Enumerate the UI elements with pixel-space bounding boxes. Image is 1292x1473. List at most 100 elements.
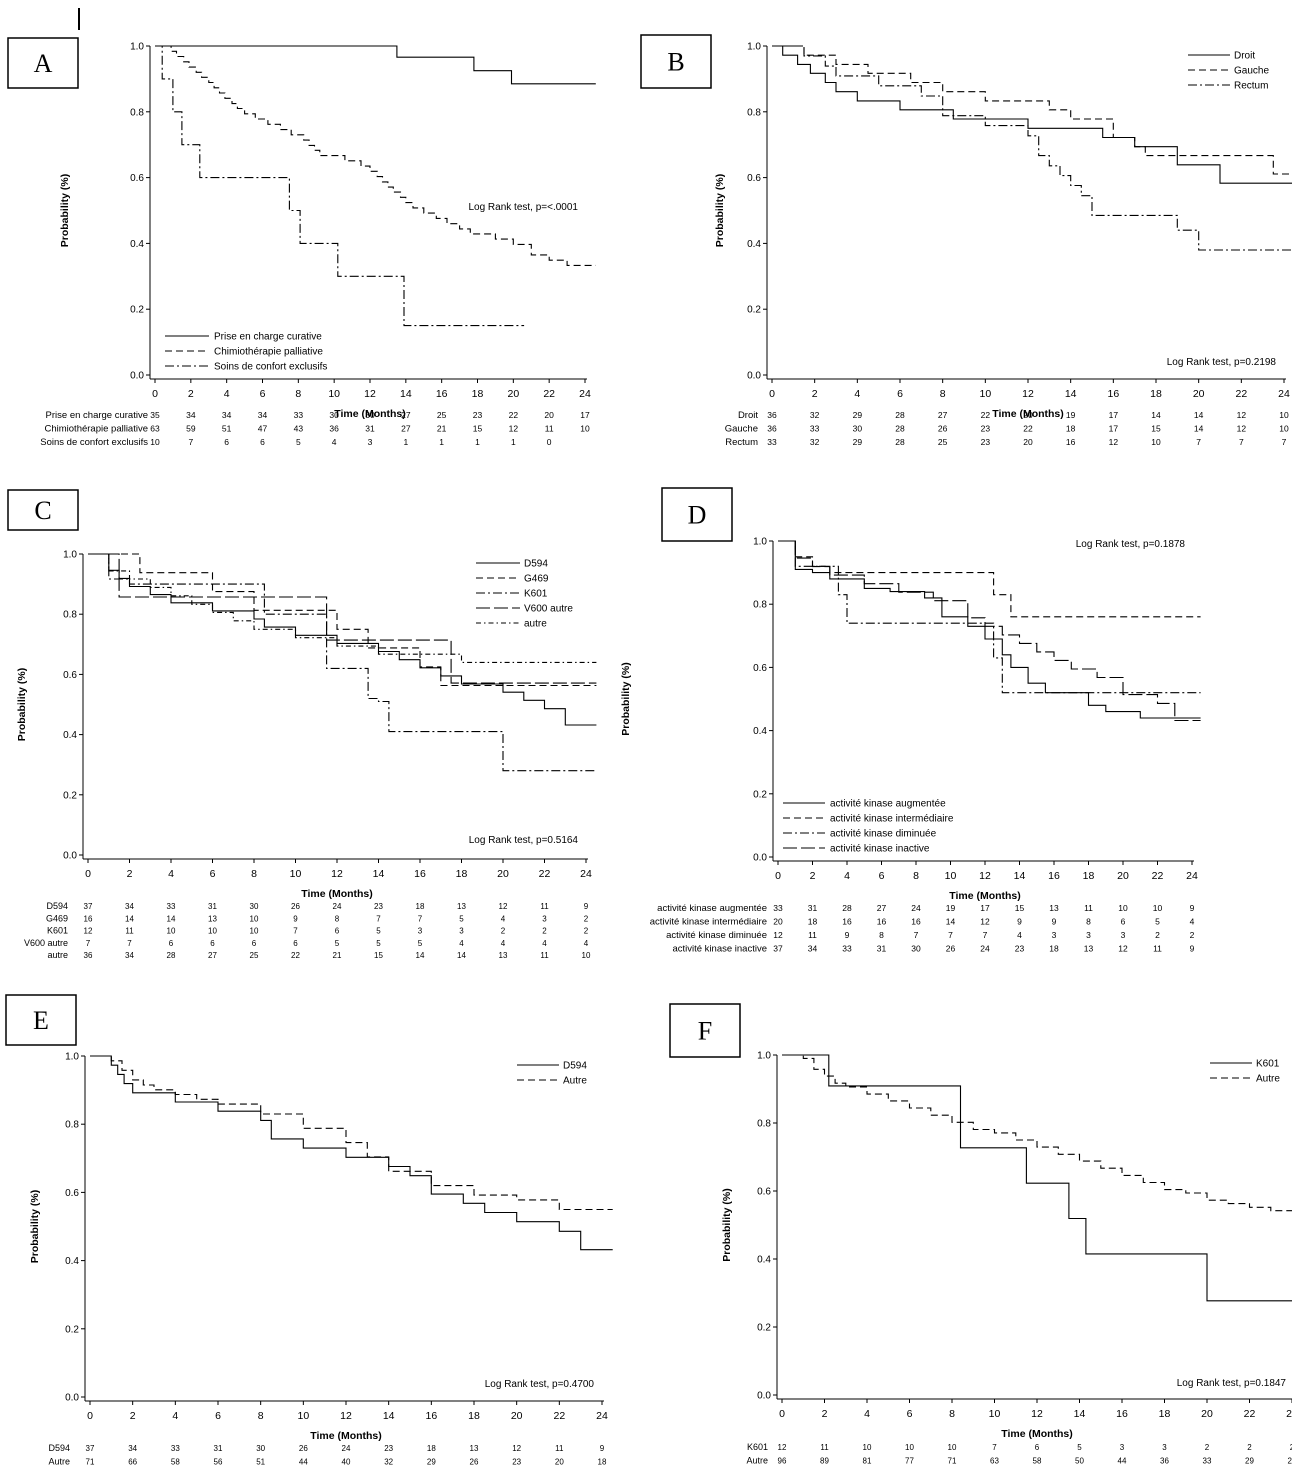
risk-count: 23 bbox=[981, 424, 991, 434]
risk-count: 71 bbox=[86, 1458, 95, 1467]
risk-count: 30 bbox=[329, 410, 339, 420]
x-tick-label: 14 bbox=[383, 1410, 395, 1422]
y-tick-label: 0.8 bbox=[747, 107, 761, 118]
risk-count: 20 bbox=[555, 1458, 564, 1467]
risk-count: 17 bbox=[980, 903, 990, 913]
risk-count: 22 bbox=[509, 410, 519, 420]
y-tick-label: 0.6 bbox=[65, 1188, 79, 1199]
risk-row-label: D594 bbox=[48, 1443, 70, 1453]
x-tick-label: 20 bbox=[507, 388, 519, 400]
risk-count: 37 bbox=[86, 1444, 95, 1453]
x-tick-label: 18 bbox=[472, 388, 484, 400]
risk-count: 63 bbox=[990, 1457, 999, 1466]
legend-label: K601 bbox=[524, 589, 548, 600]
x-tick-label: 12 bbox=[364, 388, 376, 400]
x-tick-label: 18 bbox=[1150, 388, 1162, 400]
risk-count: 10 bbox=[1151, 437, 1161, 447]
risk-count: 31 bbox=[877, 944, 887, 954]
legend-label: activité kinase diminuée bbox=[830, 829, 937, 840]
risk-count: 3 bbox=[1086, 930, 1091, 940]
risk-count: 29 bbox=[853, 410, 863, 420]
x-tick-label: 14 bbox=[400, 388, 412, 400]
legend-label: Autre bbox=[563, 1076, 587, 1087]
risk-count: 3 bbox=[542, 914, 547, 923]
risk-count: 18 bbox=[598, 1458, 607, 1467]
y-tick-label: 0.6 bbox=[753, 663, 767, 674]
risk-count: 6 bbox=[1035, 1443, 1040, 1452]
risk-count: 11 bbox=[545, 424, 554, 434]
x-tick-label: 24 bbox=[579, 388, 591, 400]
risk-count: 6 bbox=[210, 939, 215, 948]
risk-count: 10 bbox=[905, 1443, 914, 1452]
x-axis-title: Time (Months) bbox=[949, 890, 1021, 902]
km-curve-droit bbox=[772, 45, 1292, 184]
risk-row-label: activité kinase inactive bbox=[672, 944, 767, 955]
x-tick-label: 14 bbox=[373, 868, 385, 880]
risk-count: 2 bbox=[584, 927, 589, 936]
x-tick-label: 22 bbox=[543, 388, 555, 400]
risk-count: 23 bbox=[374, 902, 383, 911]
y-tick-label: 0.2 bbox=[747, 305, 761, 316]
panel-label: F bbox=[698, 1017, 712, 1046]
legend-label: activité kinase augmentée bbox=[830, 799, 946, 810]
risk-count: 7 bbox=[1282, 437, 1287, 447]
risk-count: 11 bbox=[808, 930, 817, 940]
x-tick-label: 6 bbox=[879, 870, 885, 882]
risk-count: 3 bbox=[1120, 1443, 1125, 1452]
risk-row-label: Droit bbox=[738, 410, 758, 421]
risk-count: 10 bbox=[582, 951, 591, 960]
x-tick-label: 20 bbox=[511, 1410, 523, 1422]
risk-count: 18 bbox=[1049, 944, 1059, 954]
risk-count: 27 bbox=[877, 903, 887, 913]
risk-count: 4 bbox=[542, 939, 547, 948]
risk-count: 25 bbox=[250, 951, 259, 960]
risk-count: 12 bbox=[512, 1444, 521, 1453]
risk-count: 18 bbox=[427, 1444, 436, 1453]
x-tick-label: 22 bbox=[1152, 870, 1164, 882]
panel-label: E bbox=[33, 1006, 49, 1035]
risk-count: 32 bbox=[810, 410, 820, 420]
risk-count: 22 bbox=[1023, 424, 1033, 434]
risk-count: 37 bbox=[84, 902, 93, 911]
risk-count: 3 bbox=[459, 927, 464, 936]
risk-count: 14 bbox=[457, 951, 466, 960]
x-tick-label: 10 bbox=[945, 870, 957, 882]
y-tick-label: 0.0 bbox=[63, 851, 77, 862]
risk-count: 12 bbox=[1237, 410, 1247, 420]
risk-count: 36 bbox=[1160, 1457, 1169, 1466]
y-axis-title: Probability (%) bbox=[59, 174, 71, 248]
risk-count: 7 bbox=[293, 927, 298, 936]
risk-count: 12 bbox=[1109, 437, 1119, 447]
risk-count: 11 bbox=[125, 927, 134, 936]
logrank-pvalue: Log Rank test, p=0.4700 bbox=[485, 1379, 595, 1390]
risk-count: 58 bbox=[1033, 1457, 1042, 1466]
risk-count: 9 bbox=[1052, 917, 1057, 927]
km-curve-rectum bbox=[772, 45, 1292, 251]
risk-count: 33 bbox=[842, 944, 852, 954]
panel-label: D bbox=[688, 501, 707, 530]
risk-count: 15 bbox=[473, 424, 483, 434]
x-tick-label: 24 bbox=[1186, 870, 1198, 882]
legend-label: Autre bbox=[1256, 1074, 1280, 1085]
risk-count: 30 bbox=[853, 424, 863, 434]
panel-f: F0.00.20.40.60.81.0024681012141618202224… bbox=[669, 1003, 1292, 1466]
risk-count: 28 bbox=[167, 951, 176, 960]
y-tick-label: 0.4 bbox=[130, 239, 144, 250]
y-tick-label: 0.4 bbox=[753, 726, 767, 737]
x-tick-label: 6 bbox=[897, 388, 903, 400]
risk-count: 7 bbox=[1239, 437, 1244, 447]
x-tick-label: 8 bbox=[940, 388, 946, 400]
x-tick-label: 18 bbox=[1083, 870, 1095, 882]
x-tick-label: 16 bbox=[436, 388, 448, 400]
risk-count: 4 bbox=[332, 437, 337, 447]
x-tick-label: 16 bbox=[1048, 870, 1060, 882]
risk-count: 10 bbox=[250, 927, 259, 936]
panel-label-box bbox=[7, 37, 79, 89]
risk-count: 6 bbox=[335, 927, 340, 936]
risk-count: 7 bbox=[188, 437, 193, 447]
risk-count: 10 bbox=[1153, 903, 1163, 913]
x-tick-label: 12 bbox=[1031, 1408, 1043, 1420]
risk-count: 35 bbox=[150, 410, 160, 420]
risk-count: 24 bbox=[980, 944, 990, 954]
panel-a: A0.00.20.40.60.81.00 2 4 6 8 10 12 14 16 18 20 22 24… bbox=[7, 37, 596, 448]
